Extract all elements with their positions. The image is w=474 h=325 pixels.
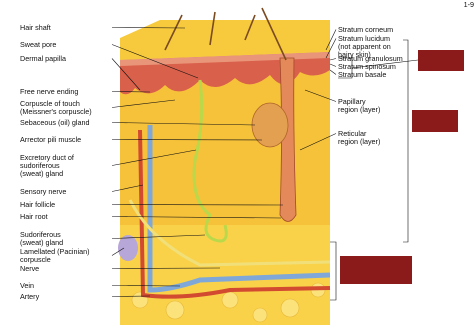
- left-label: Lamellated (Pacinian) corpuscle: [20, 247, 90, 264]
- leader-line: [111, 267, 221, 269]
- epidermis-bracket: [338, 57, 419, 79]
- leader-line: [329, 58, 337, 61]
- label-line: Sudoriferous: [20, 230, 61, 239]
- sweat-duct: [192, 79, 228, 243]
- leader-line: [111, 285, 181, 287]
- dermis-bracket: [403, 39, 409, 243]
- label-line: Hair root: [20, 212, 48, 221]
- leader-line: [111, 27, 186, 29]
- right-label: Stratum lucidum (not apparent on hairy ski…: [338, 34, 391, 59]
- left-label: Hair shaft: [20, 23, 51, 32]
- label-line: hairy skin): [338, 50, 371, 59]
- answer-box: [418, 50, 464, 71]
- label-line: Vein: [20, 281, 34, 290]
- sebaceous-gland: [251, 102, 289, 148]
- right-label: Stratum basale: [338, 70, 386, 79]
- left-label: Sweat pore: [20, 40, 56, 49]
- label-line: Sensory nerve: [20, 187, 66, 196]
- left-label: Corpuscle of touch (Meissner's corpuscle): [20, 99, 92, 116]
- label-line: Stratum spinosum: [338, 62, 396, 71]
- label-line: region (layer): [338, 105, 380, 114]
- leader-line: [111, 122, 256, 126]
- right-label: Papillary region (layer): [338, 97, 380, 114]
- label-line: Hair shaft: [20, 23, 51, 32]
- label-line: Free nerve ending: [20, 87, 78, 96]
- label-line: region (layer): [338, 137, 380, 146]
- hypodermis-bracket: [330, 241, 337, 301]
- leader-line: [111, 91, 151, 93]
- leader-line: [329, 69, 337, 75]
- label-line: Excretory duct of: [20, 153, 74, 162]
- right-label: Stratum corneum: [338, 25, 393, 34]
- left-label: Dermal papilla: [20, 54, 66, 63]
- label-line: Lamellated (Pacinian): [20, 247, 90, 256]
- label-line: (not apparent on: [338, 42, 391, 51]
- label-line: Corpuscle of touch: [20, 99, 80, 108]
- artery: [138, 129, 331, 299]
- label-line: Sebaceous (oil) gland: [20, 118, 90, 127]
- leader-line: [111, 139, 263, 141]
- left-label: Hair follicle: [20, 200, 55, 209]
- hairs: [164, 7, 287, 61]
- answer-box: [412, 110, 458, 132]
- skin-surface: [120, 20, 330, 60]
- left-label: Nerve: [20, 264, 39, 273]
- label-line: Sweat pore: [20, 40, 56, 49]
- left-label: Sudoriferous (sweat) gland: [20, 230, 63, 247]
- leader-line: [325, 29, 337, 51]
- leader-line: [111, 234, 206, 239]
- leader-line: [304, 89, 337, 102]
- right-label: Stratum granulosum: [338, 54, 403, 63]
- left-label: Hair root: [20, 212, 48, 221]
- page-number: 1-9: [464, 0, 474, 9]
- leader-line: [111, 295, 151, 297]
- leader-line: [111, 247, 125, 256]
- leader-line: [111, 216, 282, 219]
- label-line: Nerve: [20, 264, 39, 273]
- label-line: Arrector pili muscle: [20, 135, 81, 144]
- label-line: Stratum lucidum: [338, 34, 390, 43]
- label-line: Reticular: [338, 129, 367, 138]
- label-line: Dermal papilla: [20, 54, 66, 63]
- leader-line: [111, 99, 176, 108]
- leader-line: [111, 149, 197, 166]
- label-line: Stratum basale: [338, 70, 386, 79]
- label-line: corpuscle: [20, 255, 51, 264]
- left-label: Free nerve ending: [20, 87, 78, 96]
- leader-line: [299, 133, 337, 151]
- left-label: Sebaceous (oil) gland: [20, 118, 90, 127]
- label-line: Papillary: [338, 97, 366, 106]
- pacinian-corpuscle: [118, 235, 138, 261]
- right-label: Stratum spinosum: [338, 62, 396, 71]
- label-line: Hair follicle: [20, 200, 55, 209]
- left-label: Vein: [20, 281, 34, 290]
- leader-line: [111, 44, 199, 79]
- fat-cells: [131, 282, 326, 323]
- label-line: (sweat) gland: [20, 169, 63, 178]
- left-label: Excretory duct of sudoriferous (sweat) gla…: [20, 153, 74, 178]
- leader-line: [111, 58, 141, 91]
- leader-line: [329, 63, 337, 67]
- label-line: sudoriferous: [20, 161, 60, 170]
- label-line: Artery: [20, 292, 40, 301]
- leader-line: [111, 204, 284, 206]
- right-label: Reticular region (layer): [338, 129, 380, 146]
- leader-line: [111, 184, 144, 192]
- label-line: (sweat) gland: [20, 238, 63, 247]
- stratum-corneum: [120, 52, 330, 66]
- label-line: (Meissner's corpuscle): [20, 107, 92, 116]
- label-line: Stratum corneum: [338, 25, 393, 34]
- nerve: [128, 199, 331, 267]
- left-label: Arrector pili muscle: [20, 135, 81, 144]
- label-line: Stratum granulosum: [338, 54, 403, 63]
- left-label: Sensory nerve: [20, 187, 66, 196]
- left-label: Artery: [20, 292, 40, 301]
- answer-box: [340, 256, 412, 284]
- vein: [147, 125, 331, 293]
- leader-line: [325, 38, 337, 59]
